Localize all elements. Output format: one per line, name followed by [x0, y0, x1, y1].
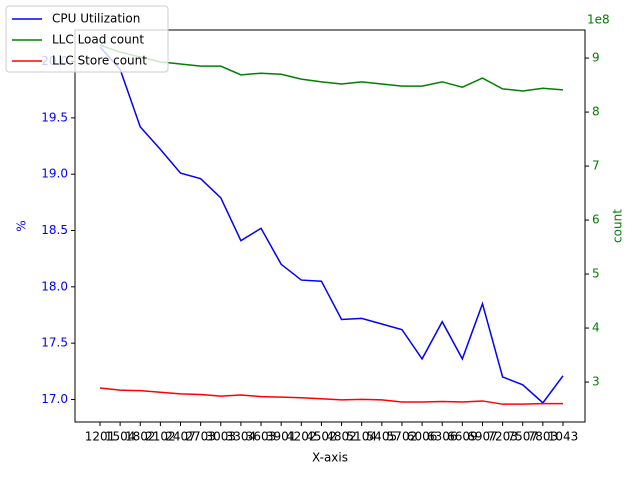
x-tick-label: 3304	[226, 430, 257, 444]
y-tick-label: 18.5	[41, 223, 68, 237]
y2-tick-label: 3	[592, 375, 600, 389]
x-tick-label: 4802	[326, 430, 357, 444]
legend-box	[5, 5, 169, 73]
y-tick-label: 19.5	[41, 110, 68, 124]
legend-label: LLC Store count	[52, 54, 147, 68]
x-tick-label: 5405	[367, 430, 398, 444]
x-tick-label: 5104	[346, 430, 377, 444]
x-tick-label: 6006	[407, 430, 438, 444]
x-tick-label: 2703	[185, 430, 216, 444]
y2-tick-label: 6	[592, 213, 600, 227]
x-tick-label: 7803	[528, 430, 559, 444]
y2-tick-label: 7	[592, 159, 600, 173]
legend-label: CPU Utilization	[52, 12, 140, 26]
plot-frame	[74, 29, 586, 423]
x-tick-label: 1201	[85, 430, 116, 444]
y-tick-label: 17.0	[41, 392, 68, 406]
y2-tick-label: 5	[592, 267, 600, 281]
x-tick-label: 3901	[266, 430, 297, 444]
x-tick-label: 4202	[286, 430, 317, 444]
x-tick-label: 3603	[246, 430, 277, 444]
x-tick-label: 2407	[165, 430, 196, 444]
x-tick-label: 1043	[548, 430, 579, 444]
data-line	[99, 46, 564, 404]
x-tick-label: 6306	[427, 430, 458, 444]
legend-label: LLC Load count	[52, 33, 144, 47]
x-tick-label: 2102	[145, 430, 176, 444]
x-tick-label: 7203	[487, 430, 518, 444]
y-tick-label: 17.5	[41, 336, 68, 350]
x-tick-label: 5702	[387, 430, 418, 444]
x-tick-label: 1504	[105, 430, 136, 444]
y2-axis-label: count	[611, 209, 625, 243]
y2-tick-label: 8	[592, 105, 600, 119]
y-axis-label: %	[15, 220, 29, 231]
data-line	[99, 387, 563, 405]
x-tick-label: 4502	[306, 430, 337, 444]
x-tick-label: 6609	[447, 430, 478, 444]
x-tick-label: 6907	[467, 430, 498, 444]
x-tick-label: 7507	[507, 430, 538, 444]
y-tick-label: 19.0	[41, 167, 68, 181]
legend: CPU Utilization LLC Load count LLC Store c…	[5, 5, 169, 73]
data-line	[99, 44, 564, 92]
y2-offset: 1e8	[587, 13, 610, 27]
x-axis-label: X-axis	[312, 451, 348, 465]
x-tick-label: 3003	[206, 430, 237, 444]
x-tick-label: 1802	[125, 430, 156, 444]
y2-tick-label: 4	[592, 321, 600, 335]
y-tick-label: 18.0	[41, 279, 68, 293]
y2-tick-label: 9	[592, 51, 600, 65]
